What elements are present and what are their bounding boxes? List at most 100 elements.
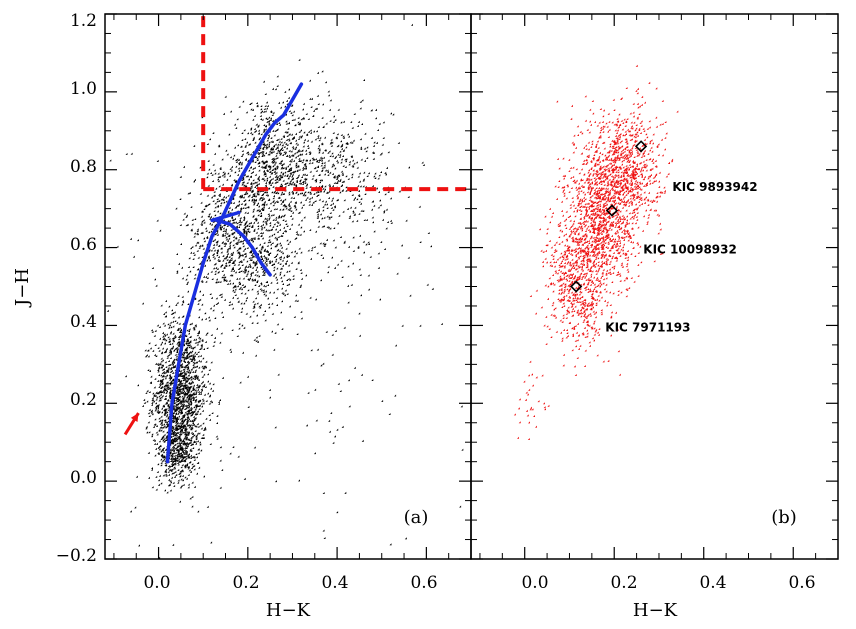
data-point [190,390,193,393]
data-point [179,470,182,473]
data-point [309,185,312,188]
data-point [206,505,209,508]
data-point [226,232,229,235]
data-point [379,199,382,202]
data-point [418,205,421,208]
data-point [262,145,265,148]
data-point [634,170,637,173]
data-point [180,454,183,457]
data-point [249,221,252,224]
data-point [300,271,303,274]
data-point [347,284,350,287]
data-point [199,412,202,415]
data-point [270,260,273,263]
data-point [321,166,324,169]
data-point [208,138,211,141]
data-point [155,398,158,401]
data-point [325,203,328,206]
data-point [256,321,259,324]
data-point [235,160,238,163]
data-point [158,429,161,432]
data-point [218,193,221,196]
data-point [265,107,268,110]
data-point [187,473,190,476]
data-point [253,195,256,198]
data-point [181,266,184,269]
data-point [263,271,266,274]
data-point [298,247,301,250]
data-point [229,274,232,277]
data-point [274,276,277,279]
data-point [198,366,201,369]
data-point [186,412,189,415]
data-point [147,355,150,358]
data-point [370,136,373,139]
data-point [655,125,658,128]
data-point [640,182,643,185]
data-point [190,385,193,388]
data-point [201,338,204,341]
data-point [256,274,259,277]
data-point [291,211,294,214]
data-point [459,505,462,508]
data-point [631,146,634,149]
data-point [616,120,619,123]
data-point [617,171,620,174]
data-point [634,203,637,206]
data-point [322,492,325,495]
data-point [294,139,297,142]
data-point [276,230,279,233]
data-point [267,214,270,217]
data-point [176,301,179,304]
data-point [206,373,209,376]
data-point [253,192,256,195]
data-point [164,426,167,429]
data-point [282,167,285,170]
data-point [309,192,312,195]
data-point [206,194,209,197]
data-point [183,437,186,440]
data-point [289,215,292,218]
data-point [297,223,300,226]
data-point [219,341,222,344]
data-point [266,146,269,149]
data-point [264,261,267,264]
data-point [185,406,188,409]
data-point [267,143,270,146]
data-point [178,393,181,396]
data-point [283,229,286,232]
data-point [625,164,628,167]
data-point [612,251,615,254]
data-point [378,174,381,177]
data-point [241,254,244,257]
data-point [164,395,167,398]
data-point [181,376,184,379]
data-point [166,424,169,427]
data-point [272,161,275,164]
data-point [224,230,227,233]
data-point [171,446,174,449]
data-point [158,474,161,477]
data-point [241,178,244,181]
data-point [317,209,320,212]
data-point [341,172,344,175]
data-point [635,164,638,167]
data-point [343,326,346,329]
data-point [190,454,193,457]
data-point [640,168,643,171]
data-point [272,150,275,153]
data-point [278,215,281,218]
data-point [352,198,355,201]
data-point [279,273,282,276]
data-point [200,427,203,430]
data-point [211,389,214,392]
data-point [246,260,249,263]
data-point [323,136,326,139]
data-point [168,478,171,481]
data-point [253,237,256,240]
data-point [180,441,183,444]
data-point [207,257,210,260]
data-point [615,131,618,134]
data-point [396,272,399,275]
data-point [228,219,231,222]
